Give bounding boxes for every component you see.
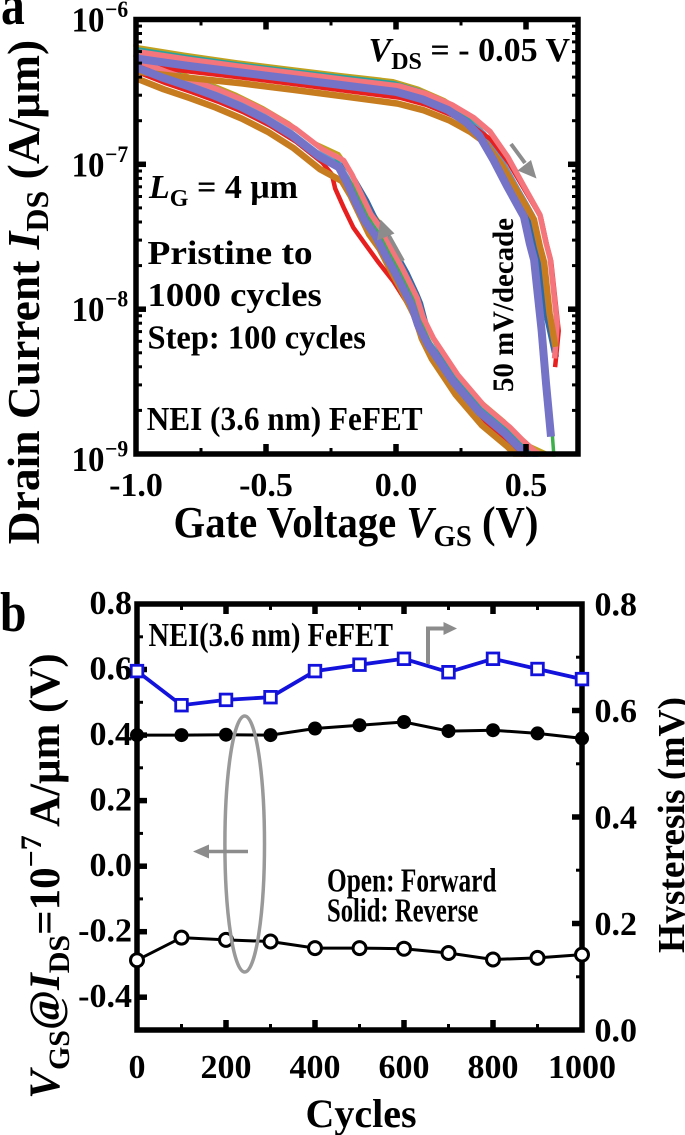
svg-text:10: 10 [72, 441, 105, 479]
svg-text:Open: Forward: Open: Forward [327, 862, 497, 899]
svg-text:0.4: 0.4 [90, 716, 133, 753]
svg-text:50 mV/decade: 50 mV/decade [487, 218, 520, 392]
svg-text:-0.5: -0.5 [239, 467, 293, 504]
svg-text:Pristine to: Pristine to [148, 234, 313, 272]
svg-text:0.0: 0.0 [595, 1013, 638, 1050]
svg-text:0.8: 0.8 [90, 585, 133, 622]
svg-text:0.6: 0.6 [90, 651, 133, 688]
svg-text:−8: −8 [105, 286, 128, 312]
svg-text:−9: −9 [105, 436, 128, 462]
svg-text:Solid: Reverse: Solid: Reverse [327, 893, 478, 930]
svg-text:0.2: 0.2 [595, 906, 638, 943]
svg-text:−7: −7 [105, 141, 128, 167]
svg-text:0.6: 0.6 [595, 693, 638, 730]
svg-text:400: 400 [290, 1049, 341, 1086]
svg-text:800: 800 [468, 1049, 519, 1086]
svg-text:10: 10 [72, 2, 105, 40]
svg-text:VDS = - 0.05 V: VDS = - 0.05 V [369, 32, 571, 75]
svg-text:−6: −6 [105, 0, 128, 22]
svg-text:1000 cycles: 1000 cycles [148, 275, 322, 313]
svg-text:0.5: 0.5 [505, 467, 548, 504]
svg-text:-1.0: -1.0 [109, 467, 163, 504]
svg-text:0.0: 0.0 [90, 847, 133, 884]
svg-text:Drain Current IDS (A/μm): Drain Current IDS (A/μm) [0, 40, 55, 544]
svg-text:-0.2: -0.2 [78, 913, 132, 950]
svg-text:LG = 4 μm: LG = 4 μm [148, 169, 298, 212]
svg-text:Step: 100 cycles: Step: 100 cycles [148, 319, 366, 357]
svg-text:b: b [0, 583, 26, 644]
svg-text:0.2: 0.2 [90, 782, 133, 819]
svg-text:Gate Voltage VGS (V): Gate Voltage VGS (V) [174, 499, 539, 554]
svg-text:200: 200 [201, 1049, 252, 1086]
svg-text:0.4: 0.4 [595, 800, 638, 837]
svg-text:10: 10 [72, 146, 105, 184]
svg-text:Cycles: Cycles [305, 1091, 416, 1135]
svg-text:1000: 1000 [548, 1049, 616, 1086]
svg-text:0.0: 0.0 [375, 467, 418, 504]
svg-text:a: a [1, 0, 25, 37]
svg-text:600: 600 [379, 1049, 430, 1086]
svg-text:10: 10 [72, 291, 105, 329]
svg-text:NEI (3.6 nm) FeFET: NEI (3.6 nm) FeFET [147, 401, 423, 438]
svg-text:VGS@IDS=10−7 A/μm (V): VGS@IDS=10−7 A/μm (V) [15, 653, 76, 1098]
svg-text:0: 0 [129, 1049, 146, 1086]
svg-text:NEI(3.6 nm) FeFET: NEI(3.6 nm) FeFET [149, 616, 394, 654]
svg-text:0.8: 0.8 [595, 587, 638, 624]
svg-text:Hysteresis (mV): Hysteresis (mV) [651, 697, 685, 953]
svg-text:-0.4: -0.4 [78, 978, 132, 1015]
